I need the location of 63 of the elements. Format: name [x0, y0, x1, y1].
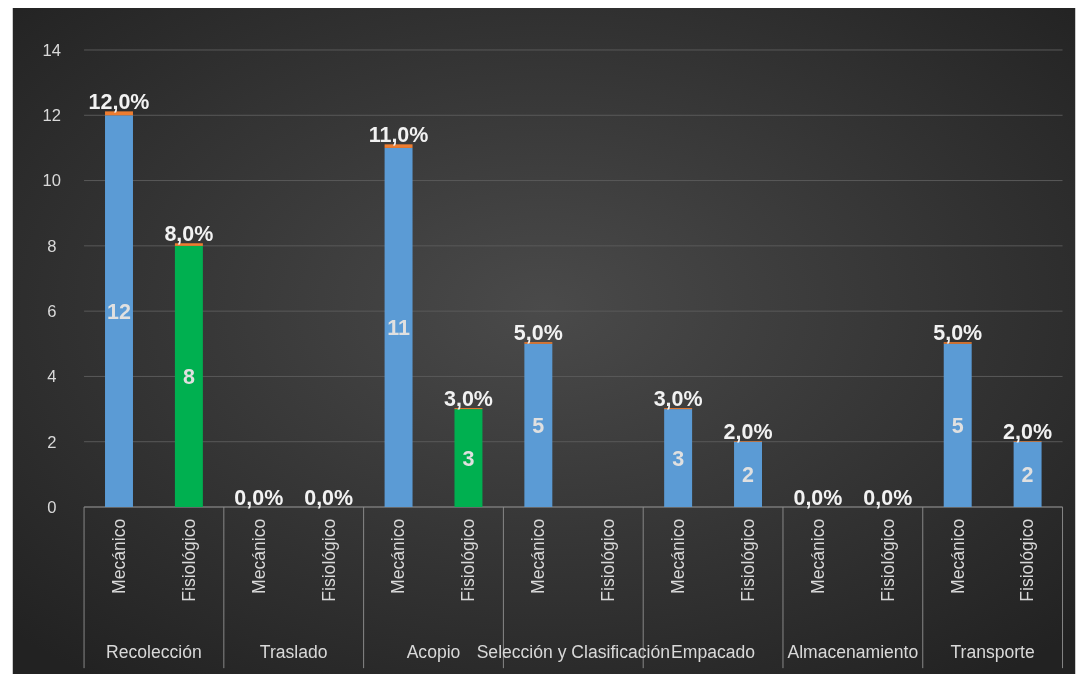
text: Recolección [106, 642, 202, 663]
y-tick-label: 4 [47, 367, 57, 387]
data-label: 11,0% [368, 123, 429, 148]
data-label: 12,0% [88, 90, 150, 115]
bar [105, 115, 133, 508]
text: Acopio [406, 642, 461, 663]
bar [1013, 441, 1042, 508]
data-label: 8,0% [164, 222, 214, 247]
x-tick-label: Mecánico [807, 518, 828, 594]
x-tick-label: Mecánico [947, 518, 968, 594]
x-tick-label: Mecánico [667, 518, 688, 594]
data-label: 5,0% [933, 321, 983, 346]
x-tick-label: Fisiológico [1017, 518, 1038, 602]
x-tick-label: Fisiológico [598, 518, 619, 602]
x-tick-label: Fisiológico [318, 518, 339, 602]
text: Almacenamiento [787, 642, 919, 663]
data-label: 12 [107, 299, 131, 324]
text: Traslado [259, 642, 328, 663]
bar [734, 441, 763, 508]
data-label: 2,0% [723, 420, 773, 445]
data-label: 5 [951, 414, 964, 439]
data-label: 5,0% [513, 321, 563, 346]
y-tick-label: 12 [42, 106, 62, 126]
data-label: 3,0% [653, 387, 703, 412]
x-tick-label: Fisiológico [737, 518, 758, 602]
y-tick-label: 2 [47, 432, 57, 452]
bar [524, 343, 553, 508]
x-tick-label: Mecánico [388, 518, 409, 594]
y-tick-label: 8 [47, 236, 57, 256]
y-tick-label: 6 [47, 302, 57, 322]
data-label: 11 [387, 316, 410, 341]
data-label: 3,0% [443, 387, 493, 412]
data-label: 0,0% [234, 486, 284, 511]
y-tick-label: 10 [42, 171, 62, 191]
data-label: 5 [532, 414, 545, 439]
y-tick-label: 0 [47, 497, 57, 517]
bar [384, 144, 413, 148]
bar [174, 245, 203, 508]
text: Transporte [950, 642, 1035, 663]
data-label: 3 [462, 446, 475, 471]
bar [664, 409, 693, 508]
x-tick-label: Fisiológico [178, 518, 199, 602]
bar [174, 243, 203, 246]
x-tick-label: Fisiológico [877, 518, 898, 602]
bar [454, 409, 483, 508]
bar [943, 343, 972, 508]
x-tick-label: Mecánico [108, 518, 129, 594]
data-label: 2,0% [1003, 420, 1053, 445]
text: Selección y Clasificación [476, 642, 670, 663]
bar [105, 111, 133, 116]
data-label: 8 [182, 365, 195, 390]
data-label: 0,0% [863, 486, 913, 511]
x-tick-label: Mecánico [248, 518, 269, 594]
data-label: 0,0% [793, 486, 843, 511]
data-label: 3 [672, 446, 685, 471]
data-label: 2 [1021, 463, 1034, 488]
data-label: 2 [742, 463, 755, 488]
x-tick-label: Mecánico [528, 518, 549, 594]
y-tick-label: 14 [42, 40, 62, 60]
data-label: 0,0% [304, 486, 354, 511]
text: Empacado [671, 642, 756, 663]
bar [384, 147, 413, 508]
x-tick-label: Fisiológico [458, 518, 479, 602]
